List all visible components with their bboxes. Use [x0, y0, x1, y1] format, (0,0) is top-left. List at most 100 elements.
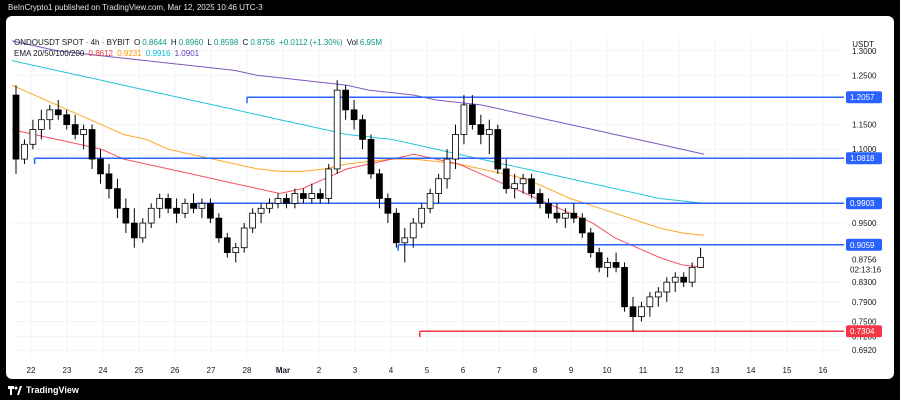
x-tick-label: Mar — [276, 366, 290, 375]
candle-body — [638, 306, 645, 318]
candle-body — [553, 212, 561, 219]
candle-body — [680, 276, 688, 283]
candle-body — [443, 158, 451, 180]
x-tick-label: 8 — [533, 366, 538, 375]
ema20-line — [11, 129, 705, 268]
candlestick-chart[interactable]: 1.3000 1.2500 1.1500 1.1000 0.9500 0.8300 0.79… — [6, 16, 894, 379]
chart-panel[interactable]: 1.3000 1.2500 1.1500 1.1000 0.9500 0.8300 0.79… — [6, 16, 894, 379]
candle-body — [232, 247, 240, 254]
level-badge-label: 0.9903 — [850, 199, 875, 208]
candle-body — [570, 212, 578, 219]
candle-body — [130, 222, 138, 239]
x-tick-label: 25 — [135, 366, 144, 375]
x-tick-label: 23 — [63, 366, 72, 375]
ema20-value: 0.8612 — [88, 49, 113, 58]
level-badge — [846, 152, 882, 165]
x-tick-label: 16 — [819, 366, 828, 375]
low-value: 0.8598 — [213, 38, 239, 47]
x-tick-label: 24 — [99, 366, 108, 375]
x-tick-label: 26 — [171, 366, 180, 375]
candle-body — [578, 217, 586, 234]
candle-body — [308, 193, 316, 199]
close-value: 0.8756 — [250, 38, 275, 47]
candle-body — [291, 193, 299, 204]
level-badge — [846, 238, 882, 251]
x-tick-label: 14 — [747, 366, 756, 375]
candle-body — [350, 109, 358, 121]
ema-label[interactable]: EMA 20/50/100/200 — [14, 49, 85, 58]
y-tick-label: 0.7500 — [852, 318, 877, 327]
candle-body — [595, 252, 603, 268]
ema100-line — [11, 60, 705, 204]
candle-body — [688, 266, 696, 283]
ema200-value: 1.0901 — [174, 49, 200, 58]
candle-body — [147, 207, 155, 224]
candle-body — [122, 207, 130, 224]
candle-body — [54, 109, 62, 116]
candle-body — [604, 262, 611, 268]
candle-body — [114, 188, 121, 209]
ohlc-legend: ONDOUSDT SPOT · 4h · BYBIT O 0.8644 H 0.89… — [14, 38, 384, 47]
candle-body — [562, 212, 569, 219]
symbol-label[interactable]: ONDOUSDT SPOT · 4h · BYBIT — [14, 38, 130, 47]
x-tick-label: 12 — [675, 366, 684, 375]
level-badge-label: 1.2057 — [850, 93, 875, 102]
candle-body — [156, 198, 164, 209]
candle-body — [300, 193, 307, 199]
countdown-label: 02:13:16 — [850, 266, 882, 275]
candle-body — [367, 138, 375, 175]
candle-body — [198, 202, 206, 209]
candle-body — [646, 296, 654, 308]
candle-body — [502, 168, 510, 190]
ema-legend: EMA 20/50/100/200 0.8612 0.9231 0.9916 1… — [14, 49, 201, 58]
level-badge-label: 1.0818 — [850, 154, 875, 163]
open-label: O — [133, 38, 141, 47]
candle-body — [528, 178, 535, 194]
candle-body — [435, 178, 442, 194]
candle-body — [46, 109, 54, 121]
tradingview-logo-icon — [8, 385, 22, 395]
candle-body — [452, 134, 459, 160]
candle-body — [654, 291, 662, 298]
change-value: +0.0112 (+1.30%) — [279, 38, 343, 47]
candle-body — [536, 193, 544, 204]
y-tick-label: 1.2500 — [852, 71, 877, 80]
candle-body — [37, 119, 45, 130]
x-tick-label: 6 — [461, 366, 466, 375]
candle-body — [392, 212, 400, 244]
candle-body — [485, 129, 493, 135]
candle-body — [63, 114, 71, 126]
level-badge-label: 0.7304 — [850, 327, 875, 336]
x-tick-label: 28 — [243, 366, 252, 375]
close-label: C — [242, 38, 249, 47]
candle-body — [21, 143, 28, 160]
x-tick-label: 10 — [603, 366, 612, 375]
candle-body — [384, 198, 392, 214]
candle-body — [173, 207, 180, 214]
candle-body — [494, 129, 502, 170]
ema100-value: 0.9916 — [145, 49, 171, 58]
x-tick-label: 4 — [389, 366, 394, 375]
open-value: 0.8644 — [142, 38, 167, 47]
candle-body — [663, 281, 671, 293]
candle-body — [316, 193, 324, 199]
ema50-value: 0.9231 — [117, 49, 142, 58]
y-tick-label: 0.6920 — [852, 346, 877, 355]
x-tick-label: 11 — [639, 366, 648, 375]
y-tick-label: 1.1000 — [852, 145, 877, 154]
candle-body — [418, 207, 426, 224]
currency-label[interactable]: USDT — [852, 40, 874, 49]
candle-body — [697, 257, 704, 268]
candle-body — [266, 202, 273, 209]
y-tick-label: 0.9500 — [852, 219, 877, 228]
candle-body — [621, 266, 628, 308]
ema200-line — [11, 40, 705, 155]
candle-body — [359, 119, 366, 140]
x-tick-label: 27 — [207, 366, 216, 375]
candle-body — [71, 124, 79, 135]
candle-body — [511, 183, 519, 190]
candle-body — [612, 262, 620, 268]
tradingview-footer[interactable]: TradingView — [8, 385, 79, 395]
candle-body — [587, 232, 595, 254]
